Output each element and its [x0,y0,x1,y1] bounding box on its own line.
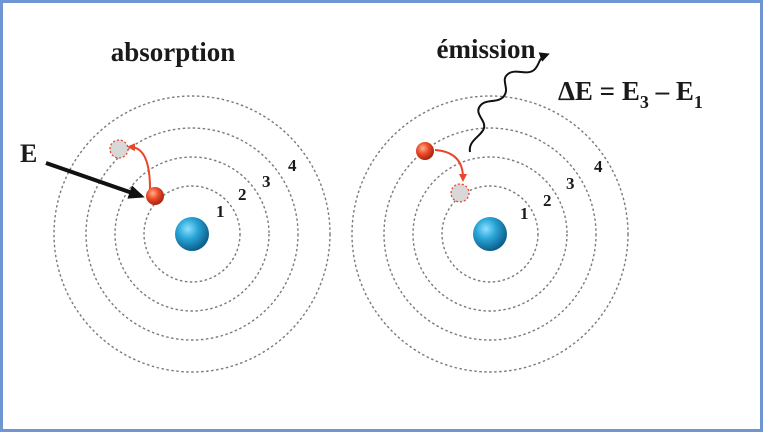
absorption-level-2: 2 [238,185,247,204]
emission-title: émission [436,34,535,64]
energy-difference-formula: ΔE = E3 – E1 [558,76,703,112]
energy-label: E [20,139,37,168]
absorption-level-4: 4 [288,156,297,175]
absorption-orbit-2 [114,156,270,312]
formula-subscript-1: 1 [694,92,703,112]
emission-nucleus-icon [473,217,507,251]
absorption-title: absorption [111,37,236,67]
formula-middle: – E [649,76,694,106]
absorption-transition-arrow [127,143,151,190]
formula-subscript-3: 3 [640,92,649,112]
emission-orbit-4 [351,95,629,373]
absorption-level-1: 1 [216,202,225,221]
emission-electron-icon [416,142,434,160]
absorption-orbit-3 [85,127,299,341]
emission-orbit-1 [441,185,539,283]
emission-level-3: 3 [566,174,575,193]
emission-level-2: 2 [543,191,552,210]
photon-wave-icon [468,52,550,153]
emission-orbit-2 [412,156,568,312]
absorption-orbit-1 [143,185,241,283]
emission-ghost-electron-icon [450,183,470,203]
absorption-ghost-electron-icon [109,139,129,159]
emission-orbit-3 [383,127,597,341]
formula-prefix: ΔE = E [558,76,640,106]
emission-level-4: 4 [594,157,603,176]
emission-level-1: 1 [520,204,529,223]
energy-input-arrow [45,161,145,199]
absorption-nucleus-icon [175,217,209,251]
absorption-level-3: 3 [262,172,271,191]
absorption-diagram: absorption 1 2 3 4 E [20,37,331,373]
emission-diagram: émission 1 2 3 4 ΔE = E3 – E1 [351,34,703,373]
absorption-orbit-4 [53,95,331,373]
absorption-electron-icon [146,187,164,205]
emission-transition-arrow [434,149,467,182]
